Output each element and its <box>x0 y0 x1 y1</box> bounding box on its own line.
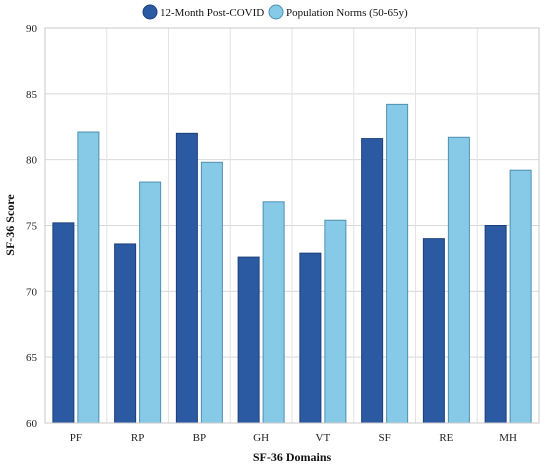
x-tick-label: MH <box>499 432 517 444</box>
plot-frame <box>44 27 540 424</box>
y-tick-label: 75 <box>26 221 38 233</box>
y-tick-label: 60 <box>26 418 38 430</box>
x-axis-ticks: PF RP BP GH VT SF RE MH <box>70 432 517 444</box>
bar-pf-series-1[interactable] <box>52 222 75 424</box>
y-tick-label: 65 <box>26 352 38 364</box>
bar-re-series-1[interactable] <box>422 238 445 424</box>
legend: 12-Month Post-COVID Population Norms (50… <box>142 4 408 20</box>
bar-gh-series-1[interactable] <box>237 256 260 424</box>
x-tick-label: PF <box>70 432 82 444</box>
bar-sf-series-1[interactable] <box>361 138 384 424</box>
legend-label-series-1: 12-Month Post-COVID <box>160 7 264 19</box>
bar-bp-series-1[interactable] <box>175 132 198 424</box>
bar-re-series-2[interactable] <box>447 136 470 424</box>
y-tick-label: 80 <box>26 155 38 167</box>
bar-rp-series-1[interactable] <box>114 243 137 424</box>
bar-mh-series-1[interactable] <box>484 225 507 424</box>
bar-mh-series-2[interactable] <box>509 169 532 424</box>
legend-marker-series-1 <box>142 4 158 20</box>
y-axis-ticks: 60 65 70 75 80 85 90 <box>26 23 38 430</box>
y-tick-label: 70 <box>26 286 38 298</box>
gridlines <box>45 27 539 424</box>
legend-marker-series-2 <box>268 4 284 20</box>
y-tick-label: 85 <box>26 89 38 101</box>
legend-label-series-2: Population Norms (50-65y) <box>286 7 408 19</box>
bar-pf-series-2[interactable] <box>77 131 100 424</box>
bar-vt-series-1[interactable] <box>299 252 322 424</box>
x-tick-label: RE <box>439 432 453 444</box>
x-tick-label: BP <box>193 432 206 444</box>
legend-item-series-2[interactable]: Population Norms (50-65y) <box>268 4 408 20</box>
x-tick-label: SF <box>379 432 391 444</box>
legend-item-series-1[interactable]: 12-Month Post-COVID <box>142 4 264 20</box>
bar-gh-series-2[interactable] <box>262 201 285 424</box>
bar-rp-series-2[interactable] <box>139 181 162 424</box>
bar-vt-series-2[interactable] <box>324 219 347 424</box>
y-axis-title: SF-36 Score <box>3 194 17 256</box>
x-tick-label: RP <box>131 432 144 444</box>
x-tick-label: VT <box>316 432 331 444</box>
y-tick-label: 90 <box>26 23 38 35</box>
bar-bp-series-2[interactable] <box>200 161 223 424</box>
x-axis-title: SF-36 Domains <box>253 450 332 464</box>
x-tick-label: GH <box>253 432 269 444</box>
bar-sf-series-2[interactable] <box>386 103 409 424</box>
